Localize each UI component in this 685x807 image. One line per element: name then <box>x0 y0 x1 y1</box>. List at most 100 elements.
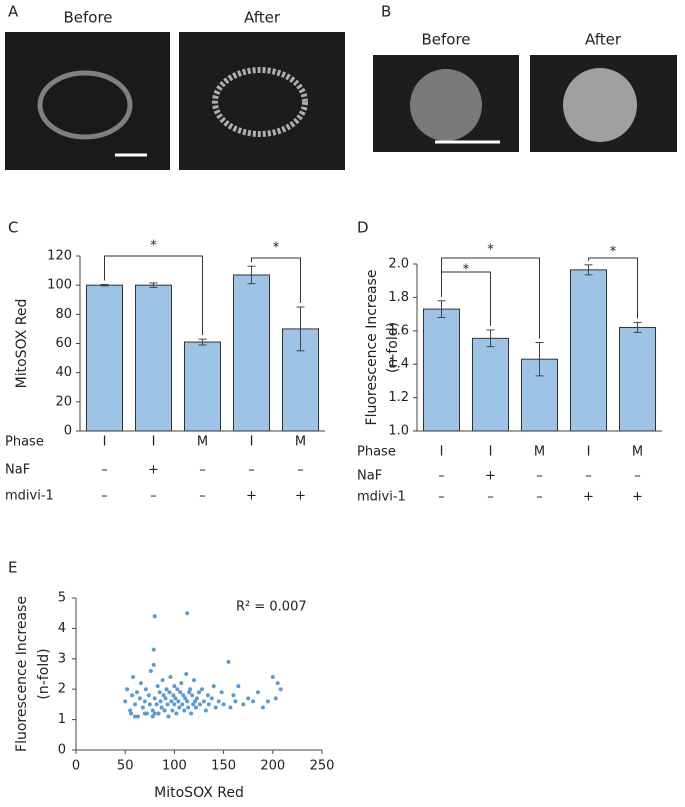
row-value: – <box>199 489 206 504</box>
image-caption: After <box>244 9 281 27</box>
panel-label: C <box>8 219 18 237</box>
row-value: + <box>632 490 643 505</box>
y-axis-label: MitoSOX Red <box>14 299 30 389</box>
row-value: M <box>295 435 306 450</box>
significance-label: * <box>463 263 470 278</box>
point <box>156 711 161 716</box>
row-value: I <box>440 445 444 460</box>
point <box>147 702 152 707</box>
bar <box>184 341 221 432</box>
point <box>209 696 214 701</box>
point <box>174 711 179 716</box>
y-tick-label: 80 <box>55 307 72 322</box>
y-axis-label: Fluorescence Increase <box>364 270 380 426</box>
point <box>278 687 283 692</box>
y-tick-label: 1.8 <box>388 290 409 305</box>
micrographs <box>5 32 677 170</box>
point <box>265 699 270 704</box>
significance-bracket <box>588 257 638 319</box>
point <box>133 714 138 719</box>
y-tick-label: 1.0 <box>388 424 409 439</box>
point <box>185 699 190 704</box>
y-tick-label: 100 <box>47 278 72 293</box>
point <box>131 675 136 680</box>
row-value: M <box>534 445 545 460</box>
image-caption: After <box>585 31 622 49</box>
point <box>167 690 172 695</box>
significance-label: * <box>610 245 617 260</box>
row-value: + <box>246 489 257 504</box>
point <box>176 699 181 704</box>
point <box>173 696 178 701</box>
y-axis-label: Fluorescence Increase <box>14 596 30 752</box>
point <box>251 699 256 704</box>
row-value: – <box>150 489 157 504</box>
significance-bracket <box>251 257 301 304</box>
y-axis-label: (n-fold) <box>385 322 401 373</box>
point <box>166 714 171 719</box>
image-a-before <box>5 32 170 170</box>
point <box>182 708 187 713</box>
point <box>211 684 216 689</box>
y-tick-label: 1 <box>58 712 66 727</box>
row-value: + <box>583 490 594 505</box>
point <box>146 693 151 698</box>
row-value: – <box>634 469 641 484</box>
x-tick-label: 0 <box>72 759 80 774</box>
point <box>233 699 238 704</box>
y-tick-label: 5 <box>58 591 66 606</box>
point <box>152 614 157 619</box>
point <box>129 711 134 716</box>
point <box>228 705 233 710</box>
y-tick-label: 2 <box>58 682 66 697</box>
point <box>221 702 226 707</box>
point <box>197 690 201 695</box>
point <box>151 647 156 652</box>
cell <box>212 67 308 137</box>
row-value: – <box>438 469 445 484</box>
point <box>184 672 189 676</box>
x-axis-label: MitoSOX Red <box>154 785 244 801</box>
point <box>213 705 218 710</box>
row-value: – <box>199 463 206 478</box>
annotation: R² = 0.007 <box>236 600 307 615</box>
point <box>191 702 196 707</box>
x-tick-label: 150 <box>211 759 236 774</box>
y-tick-label: 3 <box>58 651 66 666</box>
point <box>160 678 165 683</box>
point <box>226 659 231 664</box>
y-axis-label: (n-fold) <box>36 648 52 699</box>
significance-bracket <box>441 257 540 339</box>
point <box>192 678 197 683</box>
point <box>163 696 168 701</box>
image-caption: Before <box>421 31 470 49</box>
x-tick-label: 50 <box>117 759 134 774</box>
significance-label: * <box>273 241 280 256</box>
panel-label: E <box>8 559 17 577</box>
row-value: + <box>295 489 306 504</box>
y-tick-label: 1.4 <box>388 357 409 372</box>
row-label: mdivi-1 <box>357 490 406 505</box>
point <box>158 699 163 704</box>
point <box>187 690 192 695</box>
point <box>180 702 185 707</box>
point <box>171 693 176 698</box>
row-value: – <box>536 469 543 484</box>
image-a-after <box>179 32 345 170</box>
point <box>203 708 208 713</box>
point <box>128 708 133 713</box>
row-value: I <box>152 435 156 450</box>
point <box>172 684 177 689</box>
point <box>140 705 145 710</box>
point <box>194 705 199 710</box>
row-value: – <box>101 463 108 478</box>
point <box>142 711 147 716</box>
point <box>186 705 191 710</box>
row-label: Phase <box>357 445 396 460</box>
point <box>172 702 177 707</box>
cell <box>37 70 133 140</box>
panel-label: A <box>8 3 19 21</box>
row-label: mdivi-1 <box>5 489 54 504</box>
point <box>206 702 211 707</box>
